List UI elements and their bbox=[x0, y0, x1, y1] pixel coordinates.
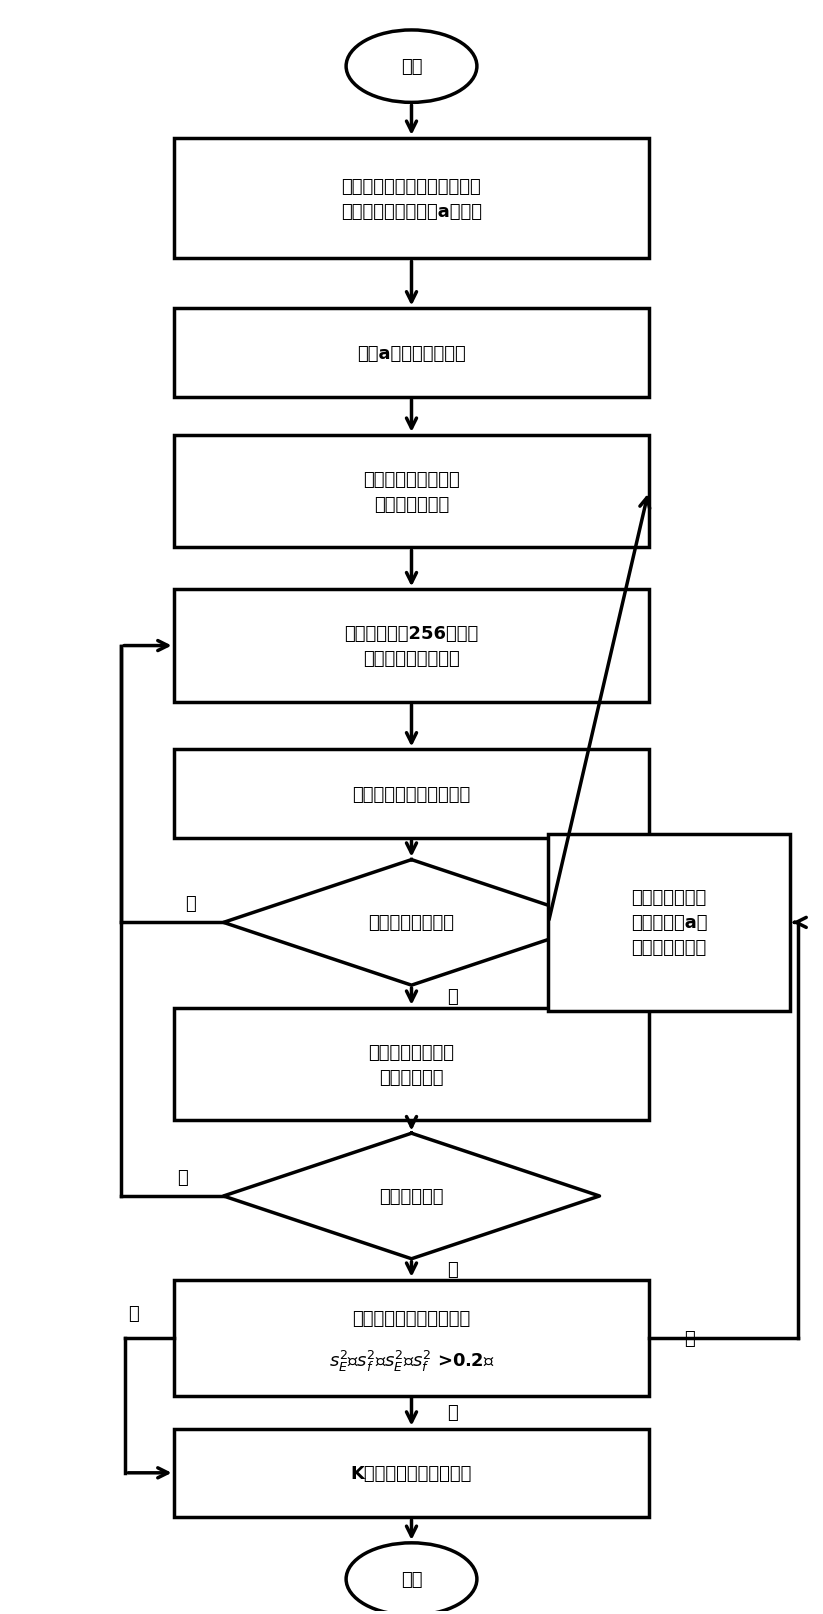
FancyBboxPatch shape bbox=[548, 834, 789, 1012]
Text: 是: 是 bbox=[447, 988, 458, 1006]
Text: K均值聚类选出故障线路: K均值聚类选出故障线路 bbox=[351, 1464, 472, 1482]
Text: 否: 否 bbox=[447, 1261, 458, 1278]
Text: 提取a模分量的突变量: 提取a模分量的突变量 bbox=[357, 344, 466, 363]
Text: 对能量和频率特征
量标准化处理: 对能量和频率特征 量标准化处理 bbox=[369, 1043, 454, 1086]
Polygon shape bbox=[224, 1133, 599, 1259]
FancyBboxPatch shape bbox=[174, 1009, 649, 1120]
Text: 是: 是 bbox=[177, 1169, 188, 1186]
Text: 开始: 开始 bbox=[401, 58, 422, 76]
FancyBboxPatch shape bbox=[174, 1280, 649, 1396]
Text: 否: 否 bbox=[185, 894, 196, 912]
Text: 是: 是 bbox=[447, 1403, 458, 1422]
Ellipse shape bbox=[346, 31, 477, 103]
Text: $s_E^2$、$s_f^2$，$s_E^2$或$s_f^2$ >0.2？: $s_E^2$、$s_f^2$，$s_E^2$或$s_f^2$ >0.2？ bbox=[328, 1348, 495, 1374]
Text: 线路有分支？: 线路有分支？ bbox=[379, 1188, 444, 1206]
Text: 对故障线路测量点三相电流进
行卡伦鲍厄变换提取a模分量: 对故障线路测量点三相电流进 行卡伦鲍厄变换提取a模分量 bbox=[341, 178, 482, 221]
Text: 提取能量和频率的特征量: 提取能量和频率的特征量 bbox=[352, 784, 471, 804]
Text: 否: 否 bbox=[684, 1328, 695, 1346]
Text: 标准化特征量分别做方差: 标准化特征量分别做方差 bbox=[352, 1309, 471, 1327]
Text: 对测量点信号进行同
步，确定同步点: 对测量点信号进行同 步，确定同步点 bbox=[363, 470, 460, 513]
Text: 是: 是 bbox=[128, 1304, 139, 1322]
FancyBboxPatch shape bbox=[174, 589, 649, 702]
FancyBboxPatch shape bbox=[174, 751, 649, 838]
Text: 遍历所有测量点？: 遍历所有测量点？ bbox=[369, 914, 454, 931]
Text: 结束: 结束 bbox=[401, 1570, 422, 1588]
FancyBboxPatch shape bbox=[174, 139, 649, 260]
Text: 对同步点后的256个数据
点进行时频原子分解: 对同步点后的256个数据 点进行时频原子分解 bbox=[344, 625, 479, 668]
Text: 增加一个非故障
线路出线端a模
分量突变量数据: 增加一个非故障 线路出线端a模 分量突变量数据 bbox=[630, 889, 707, 957]
Ellipse shape bbox=[346, 1543, 477, 1614]
FancyBboxPatch shape bbox=[174, 436, 649, 549]
FancyBboxPatch shape bbox=[174, 1428, 649, 1517]
FancyBboxPatch shape bbox=[174, 310, 649, 397]
Polygon shape bbox=[224, 860, 599, 986]
